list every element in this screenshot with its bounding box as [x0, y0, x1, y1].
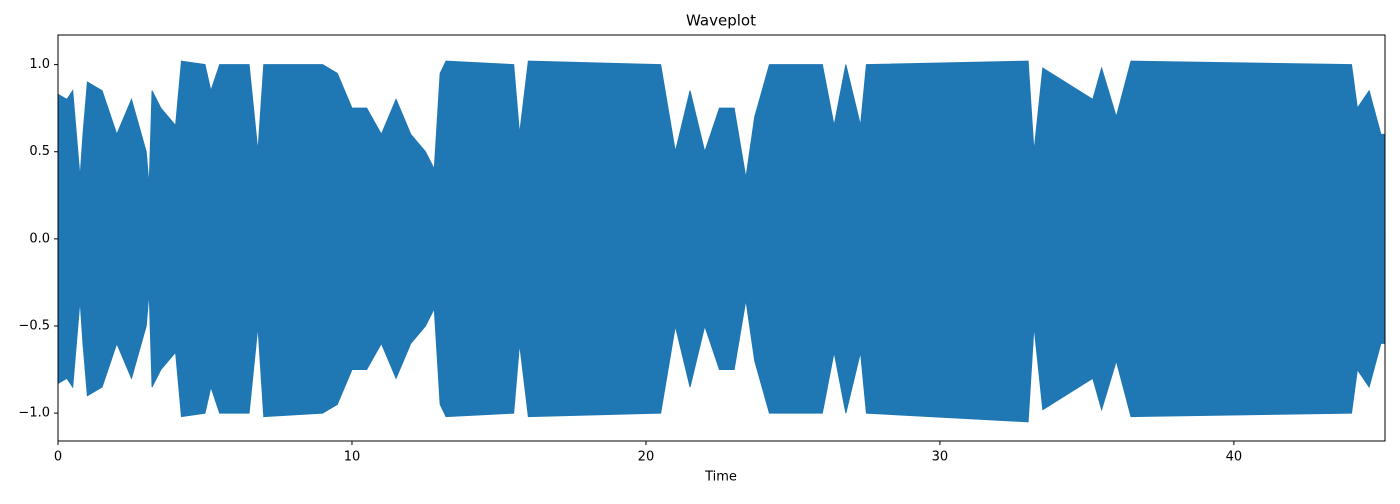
plot-frame [57, 34, 1386, 442]
waveform-upper [57, 60, 1386, 240]
y-tick-label: −1.0 [18, 406, 50, 421]
x-axis-label: Time [704, 470, 737, 485]
chart-title: Waveplot [686, 12, 756, 30]
y-tick-label: 0.5 [29, 144, 50, 159]
x-tick-label: 40 [1226, 450, 1243, 465]
y-tick-label: 1.0 [29, 57, 50, 72]
x-tick-label: 20 [638, 450, 655, 465]
x-tick-label: 0 [54, 450, 62, 465]
y-tick-label: −0.5 [18, 318, 50, 333]
x-tick-label: 30 [932, 450, 949, 465]
x-tick-label: 10 [344, 450, 361, 465]
waveform-lower [57, 238, 1386, 423]
y-tick-label: 0.0 [29, 231, 50, 246]
